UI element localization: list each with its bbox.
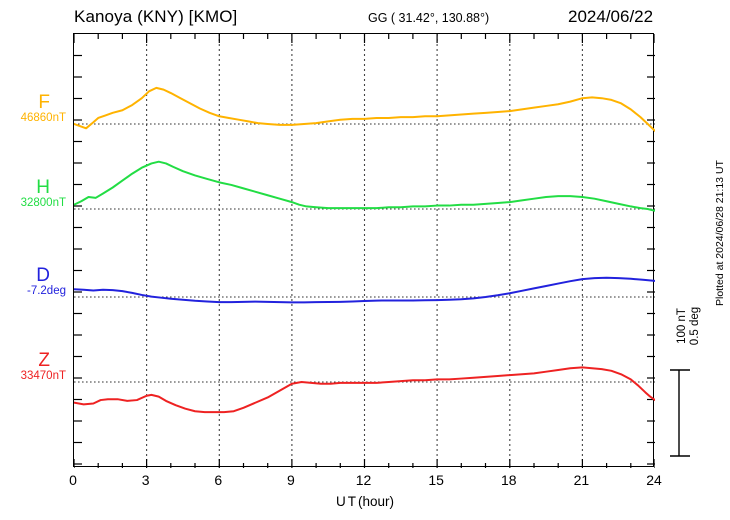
geographic-coordinates: GG ( 31.42°, 130.88°) [368, 11, 490, 25]
component-label-h: H 32800nT [0, 178, 68, 210]
plot-area [73, 33, 655, 468]
component-baseline-value-z: 33470nT [20, 370, 66, 382]
component-letter-f: F [38, 92, 50, 113]
x-axis-title-part: U [335, 494, 346, 509]
scale-bar-deg: 0.5 deg [689, 306, 701, 346]
observation-date: 2024/06/22 [568, 7, 654, 26]
x-tick-label: 9 [286, 472, 295, 488]
page-title: Kanoya (KNY) [KMO] [74, 7, 238, 26]
x-tick-label: 3 [141, 472, 150, 488]
x-tick-label: 18 [500, 472, 517, 488]
trace-h [74, 160, 655, 212]
x-axis-title-part: T [347, 494, 356, 509]
plotted-at-timestamp: Plotted at 2024/06/28 21:13 UT [714, 160, 726, 306]
component-letter-d: D [36, 265, 50, 286]
x-tick-label: 21 [573, 472, 590, 488]
scale-bar-caption: 100 nT 0.5 deg [676, 280, 702, 372]
component-letter-z: Z [38, 350, 50, 371]
component-baseline-value-d: -7.2deg [26, 285, 66, 297]
trace-d [74, 276, 655, 304]
component-label-f: F 46860nT [0, 93, 68, 125]
x-axis-title: U T (hour) [0, 494, 730, 509]
magnetogram-svg [74, 34, 655, 468]
x-tick-label: 6 [214, 472, 223, 488]
component-baseline-value-f: 46860nT [20, 112, 66, 124]
component-label-d: D -7.2deg [0, 266, 68, 298]
trace-f [74, 86, 655, 132]
scale-bar-nt: 100 nT [676, 308, 688, 344]
x-tick-label: 15 [428, 472, 444, 488]
component-letter-h: H [36, 177, 50, 198]
scale-bar [670, 369, 690, 457]
trace-z [74, 366, 655, 414]
x-tick-label: 24 [646, 472, 662, 488]
component-label-z: Z 33470nT [0, 351, 68, 383]
component-baseline-value-h: 32800nT [20, 197, 66, 209]
x-tick-label: 12 [355, 472, 372, 488]
x-axis-title-part: (hour) [357, 494, 394, 509]
x-tick-label: 0 [69, 472, 77, 488]
